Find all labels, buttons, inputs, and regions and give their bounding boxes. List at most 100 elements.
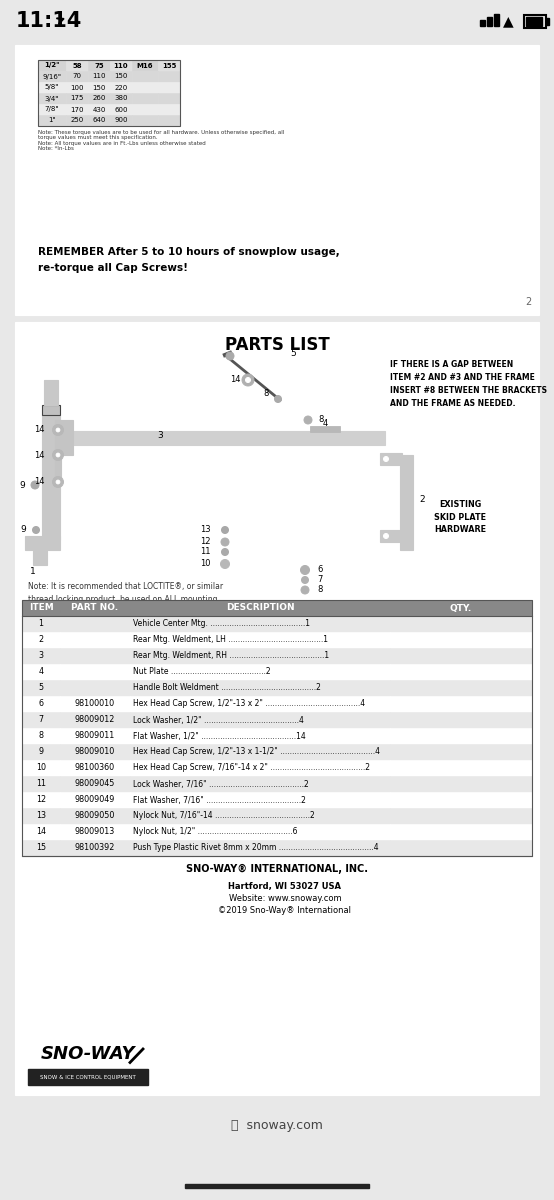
Text: 13: 13 — [201, 526, 211, 534]
Text: 8: 8 — [263, 389, 269, 397]
Bar — [38, 82, 66, 92]
Text: 110: 110 — [114, 62, 129, 68]
Circle shape — [33, 527, 39, 534]
Text: Rear Mtg. Weldment, RH ........................................1: Rear Mtg. Weldment, RH .................… — [133, 652, 329, 660]
Text: 15: 15 — [36, 844, 46, 852]
Text: Note: These torque values are to be used for all hardware. Unless otherwise spec: Note: These torque values are to be used… — [38, 130, 284, 134]
Bar — [22, 632, 60, 648]
Circle shape — [383, 456, 388, 462]
Bar — [22, 776, 60, 792]
Bar — [22, 824, 60, 840]
Text: 7: 7 — [38, 715, 44, 725]
Text: 1/2": 1/2" — [44, 62, 60, 68]
Bar — [22, 840, 60, 856]
Text: ITEM: ITEM — [29, 604, 53, 612]
Bar — [400, 455, 413, 550]
Bar — [66, 115, 88, 126]
Bar — [110, 104, 132, 115]
Bar — [390, 744, 532, 760]
Text: 14: 14 — [34, 450, 45, 460]
Bar — [38, 60, 180, 126]
Bar — [38, 60, 66, 71]
Bar — [390, 824, 532, 840]
Text: 170: 170 — [70, 107, 84, 113]
Bar — [22, 600, 532, 856]
Bar — [390, 728, 532, 744]
Text: 150: 150 — [114, 73, 127, 79]
Text: 98100010: 98100010 — [75, 700, 115, 708]
Bar — [66, 82, 88, 92]
Circle shape — [53, 450, 64, 461]
Text: 380: 380 — [114, 96, 128, 102]
Text: Nut Plate ........................................2: Nut Plate ..............................… — [133, 667, 270, 677]
Text: 11: 11 — [201, 547, 211, 557]
Bar — [60, 431, 385, 445]
Bar — [60, 648, 130, 664]
Bar — [28, 1069, 148, 1085]
Bar — [22, 680, 60, 696]
Text: REMEMBER After 5 to 10 hours of snowplow usage,
re-torque all Cap Screws!: REMEMBER After 5 to 10 hours of snowplow… — [38, 247, 340, 272]
Bar — [132, 115, 158, 126]
Bar — [130, 648, 390, 664]
Bar — [390, 616, 532, 632]
Text: Note: It is recommended that LOCTITE®, or similar
thread locking product, be use: Note: It is recommended that LOCTITE®, o… — [28, 582, 223, 616]
Bar — [130, 632, 390, 648]
Circle shape — [221, 538, 229, 546]
Bar — [132, 92, 158, 104]
Circle shape — [300, 565, 310, 575]
Bar — [60, 808, 130, 824]
Text: 12: 12 — [36, 796, 46, 804]
Bar — [526, 17, 542, 26]
Circle shape — [301, 586, 309, 594]
Text: 10: 10 — [36, 763, 46, 773]
Text: Hex Head Cap Screw, 1/2"-13 x 1-1/2" ........................................4: Hex Head Cap Screw, 1/2"-13 x 1-1/2" ...… — [133, 748, 380, 756]
Text: 98100392: 98100392 — [75, 844, 115, 852]
Bar — [88, 92, 110, 104]
Bar — [130, 680, 390, 696]
Bar — [38, 92, 66, 104]
Bar — [158, 92, 180, 104]
Bar — [88, 60, 110, 71]
Text: 98009010: 98009010 — [75, 748, 115, 756]
Circle shape — [222, 548, 228, 556]
Text: Flat Washer, 1/2" ........................................14: Flat Washer, 1/2" ......................… — [133, 732, 306, 740]
Text: 12: 12 — [201, 538, 211, 546]
Circle shape — [53, 425, 64, 436]
Text: Note: All torque values are in Ft.-Lbs unless otherwise stated: Note: All torque values are in Ft.-Lbs u… — [38, 140, 206, 146]
Bar — [15, 322, 539, 1094]
Bar — [22, 696, 60, 712]
Bar — [390, 600, 532, 616]
Circle shape — [226, 352, 234, 360]
Text: ▲: ▲ — [502, 14, 514, 28]
Circle shape — [242, 374, 254, 386]
Bar — [55, 452, 61, 480]
Text: 8: 8 — [317, 586, 322, 594]
Text: Flat Washer, 7/16" ........................................2: Flat Washer, 7/16" .....................… — [133, 796, 306, 804]
Bar — [42, 415, 60, 455]
Text: Rear Mtg. Weldment, LH ........................................1: Rear Mtg. Weldment, LH .................… — [133, 636, 328, 644]
Bar — [60, 664, 130, 680]
Text: Lock Washer, 7/16" ........................................2: Lock Washer, 7/16" .....................… — [133, 780, 309, 788]
Text: 175: 175 — [70, 96, 84, 102]
Bar — [60, 776, 130, 792]
Bar — [130, 616, 390, 632]
Bar — [132, 82, 158, 92]
Bar — [380, 452, 402, 464]
Bar — [22, 712, 60, 728]
Polygon shape — [42, 404, 60, 415]
Text: QTY.: QTY. — [450, 604, 472, 612]
Bar — [390, 792, 532, 808]
Bar — [0, 0, 554, 42]
Text: 430: 430 — [93, 107, 106, 113]
Text: 3: 3 — [38, 652, 44, 660]
Text: 250: 250 — [70, 118, 84, 124]
Bar — [390, 632, 532, 648]
Bar — [38, 104, 66, 115]
Text: 2: 2 — [419, 496, 425, 504]
Bar — [390, 712, 532, 728]
Text: 98009011: 98009011 — [75, 732, 115, 740]
Text: 4: 4 — [322, 419, 327, 427]
Bar — [22, 648, 60, 664]
Bar — [390, 680, 532, 696]
Bar — [130, 744, 390, 760]
